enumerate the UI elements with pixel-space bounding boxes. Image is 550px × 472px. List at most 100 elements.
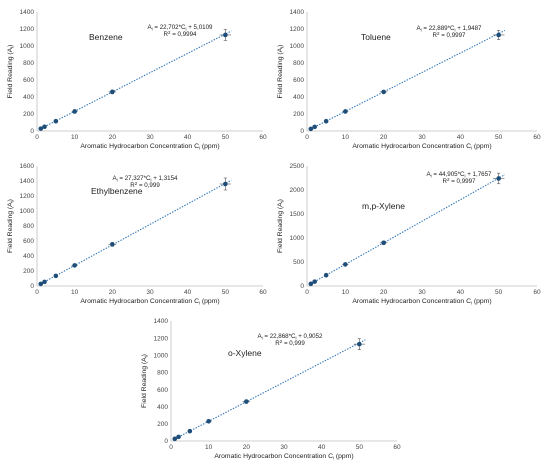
- chart-title: Toluene: [361, 32, 391, 42]
- r-squared-label: R: [275, 340, 280, 347]
- r-squared: R2 = 0,9994: [164, 30, 198, 38]
- x-axis-label-sub: i: [199, 301, 200, 306]
- equation-rhs: + 1,7657: [466, 171, 493, 178]
- x-tick-label: 40: [184, 289, 192, 296]
- y-tick-label: 2000: [290, 187, 305, 194]
- y-tick-label: 1200: [20, 26, 35, 33]
- y-tick-label: 200: [23, 268, 34, 275]
- y-axis-label-sub: i: [280, 201, 285, 202]
- equation-mid: = 22,889*C: [422, 25, 455, 32]
- data-point: [38, 126, 44, 131]
- y-tick-label: 1000: [154, 352, 169, 359]
- x-tick-label: 50: [495, 134, 503, 141]
- r-squared-label: R: [443, 178, 448, 185]
- y-axis-label-text: Field Reading (A: [277, 202, 284, 253]
- y-tick-label: 2500: [290, 163, 305, 170]
- y-axis-label: Field Reading (Ai): [141, 354, 149, 408]
- y-axis-label-text: Field Reading (A: [7, 47, 14, 98]
- x-tick-label: 50: [222, 289, 230, 296]
- y-tick-label: 800: [157, 370, 168, 377]
- y-tick-label: 600: [157, 387, 168, 394]
- x-axis-label-unit: (ppm): [334, 453, 354, 460]
- trendline: [38, 179, 232, 286]
- y-axis-label-sub: i: [10, 201, 15, 202]
- x-axis-label-sub: i: [199, 146, 200, 151]
- x-axis-label-unit: (ppm): [200, 143, 220, 150]
- y-axis-label-end: ): [277, 199, 284, 201]
- y-axis-label-text: Field Reading (A: [277, 47, 284, 98]
- y-tick-label: 0: [164, 438, 168, 445]
- x-tick-label: 40: [457, 289, 465, 296]
- data-point: [53, 118, 59, 124]
- x-axis-label-unit: (ppm): [200, 298, 220, 305]
- y-tick-label: 400: [157, 404, 168, 411]
- r-squared: R2 = 0,9997: [433, 31, 467, 39]
- y-tick-label: 600: [23, 77, 34, 84]
- chart-panel-3: 0 10 20 30 40 50 60020040060080010001200140016…: [7, 163, 267, 305]
- y-tick-label: 200: [23, 111, 34, 118]
- x-axis-label-unit: (ppm): [472, 298, 492, 305]
- equation-lhs-sub: i: [421, 27, 422, 32]
- x-tick-label: 10: [342, 134, 350, 141]
- y-axis-label: Field Reading (Ai): [7, 45, 15, 99]
- equation-mid: = 22,868*C: [263, 333, 296, 340]
- y-axis-label-end: ): [277, 45, 284, 47]
- y-tick-label: 1500: [290, 211, 305, 218]
- trendline: [39, 30, 232, 130]
- data-point: [53, 273, 59, 279]
- data-point: [38, 281, 44, 287]
- trendline-equation: Ai = 27,327*Ci + 1,3154: [113, 175, 179, 182]
- x-tick-label: 0: [305, 289, 309, 296]
- y-axis-label: Field Reading (Ai): [7, 199, 15, 253]
- y-tick-label: 1400: [290, 9, 305, 16]
- x-tick-label: 30: [146, 134, 154, 141]
- y-tick-label: 200: [293, 111, 304, 118]
- y-tick-label: 1200: [20, 193, 35, 200]
- x-axis-label-sub: i: [333, 456, 334, 461]
- y-tick-label: 0: [30, 283, 34, 290]
- x-tick-label: 60: [259, 289, 267, 296]
- y-tick-label: 500: [293, 259, 304, 266]
- x-tick-label: 40: [318, 444, 326, 451]
- x-axis-label-text: Aromatic Hydrocarbon Concentration C: [352, 298, 471, 305]
- x-tick-label: 0: [35, 134, 39, 141]
- y-axis-label-end: ): [7, 45, 14, 47]
- trendline: [309, 174, 506, 286]
- y-tick-label: 1000: [290, 235, 305, 242]
- equation-lhs: A: [417, 25, 422, 32]
- data-point: [343, 109, 348, 114]
- equation-lhs: A: [427, 171, 432, 178]
- r-squared: R2 = 0,999: [130, 181, 160, 189]
- y-axis-label-sub: i: [144, 356, 149, 357]
- data-point: [496, 176, 501, 181]
- equation-lhs: A: [113, 175, 118, 182]
- equation-lhs: A: [258, 333, 263, 340]
- x-tick-label: 50: [495, 289, 503, 296]
- equation-mid: = 44,905*C: [432, 171, 465, 178]
- x-tick-label: 40: [457, 134, 465, 141]
- data-point: [187, 428, 193, 434]
- y-tick-label: 1200: [154, 335, 169, 342]
- y-tick-label: 600: [23, 238, 34, 245]
- data-point: [312, 124, 317, 130]
- x-axis-label-unit: (ppm): [472, 143, 492, 150]
- data-point: [72, 263, 77, 268]
- trendline: [173, 339, 366, 441]
- x-tick-label: 20: [109, 289, 117, 296]
- r-squared-value: = 0,9997: [440, 32, 467, 39]
- x-axis-label: Aromatic Hydrocarbon Concentration Ci (p…: [80, 298, 219, 306]
- y-tick-label: 600: [293, 77, 304, 84]
- y-tick-label: 1000: [290, 43, 305, 50]
- x-tick-label: 40: [184, 134, 192, 141]
- x-tick-label: 30: [146, 289, 154, 296]
- x-tick-label: 50: [222, 134, 230, 141]
- equation-mid: = 27,327*C: [118, 175, 151, 182]
- x-tick-label: 10: [205, 444, 213, 451]
- data-point: [42, 124, 47, 130]
- equation-lhs: A: [148, 24, 153, 31]
- chart-title: m,p-Xylene: [362, 201, 405, 211]
- x-axis-label-text: Aromatic Hydrocarbon Concentration C: [80, 143, 199, 150]
- y-axis-label-sub: i: [280, 47, 285, 48]
- equation-mid-sub: i: [465, 173, 466, 178]
- x-tick-label: 60: [259, 134, 267, 141]
